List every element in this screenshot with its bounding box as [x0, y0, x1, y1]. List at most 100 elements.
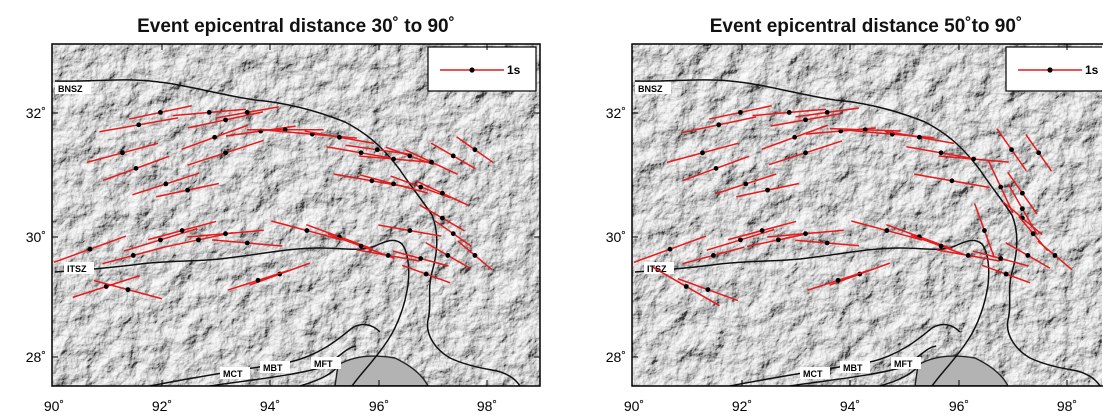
- itsz-fault-line: [634, 239, 990, 386]
- mft-label: MFT: [314, 359, 333, 369]
- station-dot: [916, 134, 922, 140]
- station-dot: [385, 253, 391, 258]
- station-dot: [185, 187, 190, 193]
- station-dot: [158, 110, 163, 115]
- mbt-fault-line: [209, 345, 357, 386]
- mbt-fault-line: [789, 345, 937, 386]
- station-dot: [130, 253, 136, 258]
- station-dot: [206, 110, 212, 115]
- x-axis: 90˚ 92˚ 94˚ 96˚ 98˚: [624, 398, 1077, 414]
- station-dot: [136, 122, 142, 128]
- station-dot: [759, 228, 765, 233]
- mct-label: MCT: [803, 369, 823, 379]
- splitting-measurements: [633, 105, 1073, 307]
- station-dot: [418, 256, 424, 261]
- station-dot: [391, 156, 396, 162]
- station-dot: [445, 253, 451, 258]
- station-dot: [440, 190, 445, 196]
- station-dot: [776, 237, 781, 243]
- station-dot: [133, 165, 139, 171]
- y-tick-label: 30˚: [606, 229, 626, 245]
- mbt-label: MBT: [843, 363, 863, 373]
- station-dot: [196, 237, 201, 243]
- bnsz-fault-line: [634, 79, 1101, 386]
- y-tick-label: 28˚: [606, 349, 626, 365]
- station-dot: [103, 284, 109, 289]
- x-axis: 90˚ 92˚ 94˚ 96˚ 98˚: [44, 398, 497, 414]
- station-dot: [838, 128, 844, 134]
- fault-branch: [931, 323, 961, 333]
- legend: 1s: [427, 46, 537, 92]
- station-dot: [423, 271, 429, 277]
- itsz-label: ITSZ: [67, 264, 87, 274]
- itsz-fault-line: [54, 239, 410, 386]
- station-dot: [223, 117, 228, 123]
- map-panel-30-to-90: Event epicentral distance 30˚ to 90˚ BNS…: [26, 16, 541, 414]
- y-tick-label: 32˚: [606, 105, 626, 121]
- station-dot: [716, 122, 722, 128]
- bnsz-label: BNSZ: [638, 84, 663, 94]
- mbt-label: MBT: [263, 363, 283, 373]
- station-dot: [244, 110, 250, 115]
- station-dot: [713, 165, 719, 171]
- panel-title: Event epicentral distance 50˚to 90˚: [710, 16, 1023, 37]
- station-dot: [1052, 253, 1058, 258]
- station-dot: [472, 147, 478, 153]
- station-dot: [87, 246, 93, 252]
- station-dot: [738, 110, 743, 115]
- terrain-map: BNSZ ITSZ MCT MBT MFT 1s: [632, 44, 1102, 386]
- terrain-map: BNSZ ITSZ MCT MBT MFT: [52, 44, 540, 386]
- station-dot: [1020, 206, 1025, 212]
- legend-label: 1s: [507, 63, 521, 77]
- station-dot: [472, 253, 478, 258]
- tick-marks: [52, 44, 540, 386]
- station-dot: [429, 159, 434, 165]
- fault-labels: BNSZ ITSZ MCT MBT MFT: [55, 82, 341, 379]
- station-dot: [358, 243, 364, 249]
- station-dot: [1009, 147, 1014, 153]
- station-dot: [163, 181, 169, 187]
- station-dot: [223, 150, 228, 156]
- map-frame: [51, 43, 541, 387]
- station-dot: [824, 240, 830, 246]
- station-dot: [824, 110, 830, 115]
- fault-lines: [634, 79, 1101, 386]
- station-dot: [998, 184, 1004, 190]
- bnsz-fault-line: [54, 79, 521, 386]
- x-tick-label: 96˚: [949, 398, 969, 414]
- station-dot: [369, 178, 375, 184]
- fault-labels: BNSZ ITSZ MCT MBT MFT: [635, 82, 921, 379]
- station-dot: [125, 287, 131, 293]
- station-dot: [949, 178, 955, 184]
- station-dot: [244, 240, 250, 246]
- station-dot: [700, 150, 705, 156]
- y-axis: 28˚ 30˚ 32˚: [606, 105, 626, 365]
- station-dot: [304, 228, 310, 233]
- legend-station-dot: [1047, 67, 1053, 73]
- station-dot: [965, 253, 971, 258]
- y-axis: 28˚ 30˚ 32˚: [26, 105, 46, 365]
- station-dot: [982, 228, 987, 233]
- station-dot: [803, 117, 808, 123]
- station-dot: [1020, 190, 1025, 196]
- mct-label: MCT: [223, 369, 243, 379]
- station-dot: [120, 150, 125, 156]
- fault-branch: [351, 323, 381, 333]
- station-dot: [1030, 231, 1036, 237]
- tick-marks: [632, 44, 1068, 386]
- legend-station-dot: [469, 67, 475, 73]
- station-dot: [450, 231, 456, 237]
- station-dot: [212, 134, 218, 140]
- station-dot: [407, 228, 413, 233]
- station-dot: [223, 231, 228, 237]
- station-dot: [450, 153, 456, 159]
- station-dot: [179, 228, 185, 233]
- station-dot: [374, 147, 380, 153]
- splitting-measurements: [53, 105, 494, 300]
- station-dot: [710, 253, 716, 258]
- station-dot: [738, 237, 743, 243]
- mft-label: MFT: [894, 359, 913, 369]
- legend-label: 1s: [1085, 63, 1099, 77]
- station-dot: [1003, 271, 1009, 277]
- y-tick-label: 28˚: [26, 349, 46, 365]
